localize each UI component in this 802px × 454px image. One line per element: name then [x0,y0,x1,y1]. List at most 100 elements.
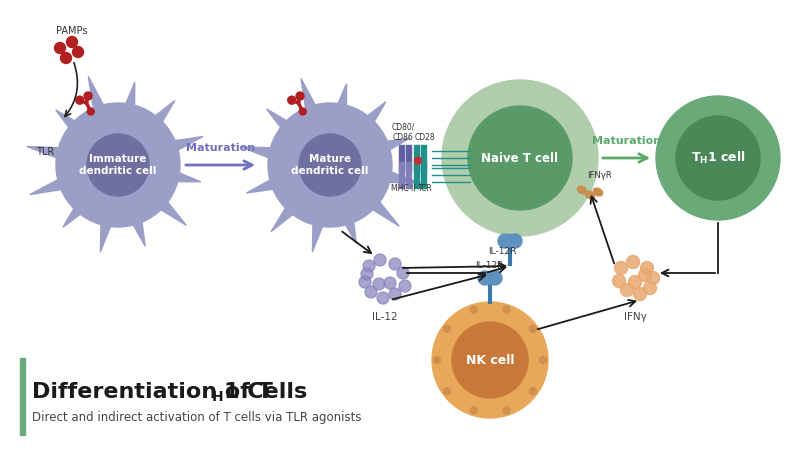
Polygon shape [88,76,115,133]
Circle shape [60,53,71,64]
Text: IL-12R: IL-12R [488,247,516,256]
Text: Mature
dendritic cell: Mature dendritic cell [291,154,368,176]
Text: CD80/
CD86: CD80/ CD86 [391,123,414,142]
Circle shape [529,326,536,332]
Text: IFNγ: IFNγ [623,312,646,322]
Polygon shape [140,183,186,225]
Circle shape [612,275,625,287]
Polygon shape [351,183,399,226]
Circle shape [358,276,371,288]
Bar [399,162,403,188]
Circle shape [87,108,94,115]
Polygon shape [100,200,119,252]
Circle shape [468,106,571,210]
Text: 1 Cells: 1 Cells [224,382,307,402]
Circle shape [433,356,440,364]
Circle shape [363,260,375,272]
Bar [414,162,419,188]
Circle shape [539,356,546,364]
Polygon shape [328,84,346,130]
Text: Maturation: Maturation [591,136,660,146]
Polygon shape [55,110,96,148]
Circle shape [633,287,646,301]
Circle shape [55,43,66,54]
Polygon shape [347,102,385,143]
Circle shape [287,96,295,104]
Text: TCR: TCR [417,184,431,193]
Polygon shape [271,187,312,232]
Polygon shape [30,168,86,195]
Circle shape [443,326,450,332]
Polygon shape [116,82,135,130]
Text: Immature
dendritic cell: Immature dendritic cell [79,154,156,176]
Polygon shape [27,147,83,167]
Circle shape [75,96,83,104]
Circle shape [396,267,408,279]
Circle shape [431,302,547,418]
Circle shape [56,103,180,227]
Circle shape [298,134,361,196]
Bar [406,145,411,171]
Text: NK cell: NK cell [465,354,513,366]
Text: H: H [212,390,223,404]
Polygon shape [240,147,295,167]
Ellipse shape [577,186,586,194]
Polygon shape [121,197,145,247]
Circle shape [626,256,638,268]
Polygon shape [333,197,356,243]
Bar [420,145,426,171]
Circle shape [502,306,509,313]
Circle shape [388,288,400,300]
Text: $\mathdefault{T_H}$1 cell: $\mathdefault{T_H}$1 cell [690,150,744,166]
Text: IL-12: IL-12 [371,312,397,322]
Circle shape [414,157,421,164]
Circle shape [640,262,653,275]
Circle shape [508,234,521,248]
Polygon shape [136,101,175,143]
Ellipse shape [585,191,594,199]
Circle shape [373,278,384,290]
Circle shape [365,286,376,298]
Polygon shape [152,163,200,182]
Circle shape [638,268,650,281]
Circle shape [477,271,492,285]
Circle shape [388,258,400,270]
Text: MHC II: MHC II [391,184,415,193]
Circle shape [469,407,476,414]
Text: Direct and indirect activation of T cells via TLR agonists: Direct and indirect activation of T cell… [32,411,361,424]
Circle shape [67,36,78,48]
Polygon shape [312,200,331,252]
Circle shape [84,92,92,100]
Text: CD28: CD28 [414,133,435,142]
Circle shape [299,108,306,115]
Text: IL-12R: IL-12R [475,261,503,270]
Circle shape [361,268,373,280]
Polygon shape [362,138,409,162]
Text: Maturation: Maturation [186,143,255,153]
Circle shape [296,92,304,100]
Polygon shape [150,137,203,162]
Circle shape [376,292,388,304]
Bar [406,162,411,188]
Circle shape [399,280,411,292]
Bar [399,145,403,171]
Bar [20,358,25,435]
Text: IFNγR: IFNγR [586,171,611,180]
Circle shape [628,276,641,288]
Circle shape [497,234,512,248]
Circle shape [443,388,450,395]
Circle shape [268,103,391,227]
Text: Differentiation of T: Differentiation of T [32,382,273,402]
Circle shape [646,271,658,285]
Circle shape [87,134,149,196]
Polygon shape [246,168,298,193]
Circle shape [529,388,536,395]
Circle shape [72,46,83,58]
Circle shape [441,80,597,236]
Polygon shape [63,187,100,227]
Bar [420,162,426,188]
Circle shape [469,306,476,313]
Polygon shape [301,79,326,133]
Circle shape [655,96,779,220]
Ellipse shape [593,188,602,196]
